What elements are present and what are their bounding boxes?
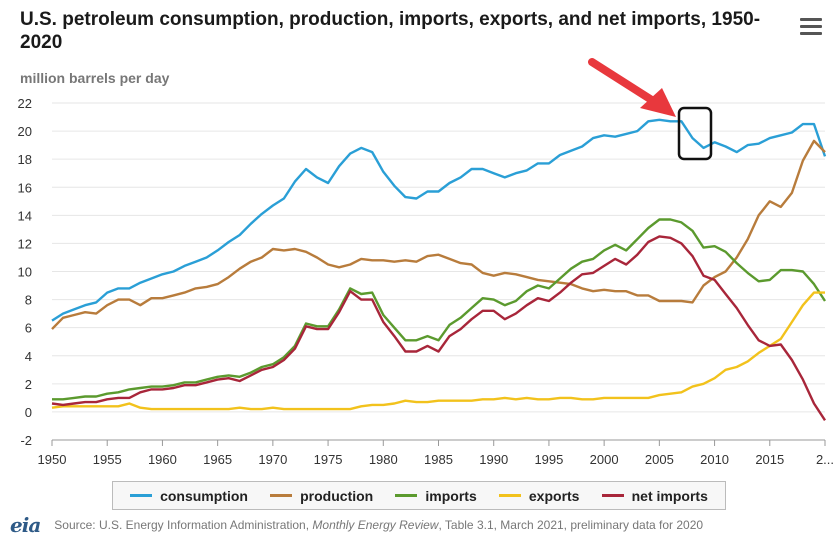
hamburger-menu-icon[interactable] (800, 18, 822, 39)
legend-swatch (270, 494, 293, 497)
series-lines (51, 118, 827, 421)
y-tick-label: 10 (18, 265, 32, 280)
legend-label: exports (528, 487, 580, 504)
legend-label: net imports (631, 487, 708, 504)
legend-item-net-imports[interactable]: net imports (601, 487, 708, 504)
legend-swatch (130, 494, 153, 497)
series-line-net-imports[interactable] (51, 235, 827, 421)
y-tick-label: 14 (18, 208, 32, 223)
source-prefix: Source: U.S. Energy Information Administ… (54, 518, 313, 532)
series-line-imports[interactable] (52, 218, 827, 401)
y-tick-label: 8 (25, 293, 32, 308)
series-line-consumption[interactable] (51, 118, 827, 322)
legend-swatch (498, 494, 521, 497)
annotation-arrow-shaft (588, 58, 662, 108)
annotation-layer (588, 58, 713, 161)
y-tick-label: 18 (18, 152, 32, 167)
x-tick-label: 2010 (700, 452, 729, 467)
y-tick-label: 0 (25, 405, 32, 420)
x-axis-ticks: 1950 1955 1960 1965 1970 1975 1980 1985 1990 1995… (38, 439, 834, 467)
x-tick-label: 2005 (645, 452, 674, 467)
x-tick-label: 1975 (314, 452, 343, 467)
source-publication: Monthly Energy Review (312, 518, 439, 532)
x-tick-label: 1960 (148, 452, 177, 467)
x-tick-label: 2... (816, 452, 834, 467)
y-tick-label: 22 (18, 96, 32, 111)
y-tick-label: 20 (18, 124, 32, 139)
y-tick-label: 2 (25, 377, 32, 392)
x-tick-label: 1965 (203, 452, 232, 467)
chart-title: U.S. petroleum consumption, production, … (20, 9, 761, 53)
legend-item-imports[interactable]: imports (395, 487, 477, 504)
annotation-arrow-head (640, 88, 676, 117)
legend-swatch (395, 494, 418, 497)
x-tick-label: 1950 (38, 452, 67, 467)
legend-label: production (300, 487, 374, 504)
x-tick-label: 1995 (534, 452, 563, 467)
y-tick-label: 6 (25, 321, 32, 336)
x-tick-label: 1985 (424, 452, 453, 467)
legend-item-production[interactable]: production (270, 488, 373, 504)
y-axis-units-label: million barrels per day (20, 70, 170, 86)
x-tick-label: 1955 (93, 452, 122, 467)
legend-swatch (601, 494, 624, 497)
y-tick-label: 12 (18, 236, 32, 251)
highlight-box (677, 106, 713, 161)
x-tick-label: 2000 (590, 452, 619, 467)
legend-item-consumption[interactable]: consumption (130, 488, 248, 504)
y-axis-ticks: -2 0 2 4 6 8 10 12 14 16 18 20 22 (18, 96, 32, 448)
y-tick-label: -2 (20, 433, 32, 448)
footer: eia Source: U.S. Energy Information Admi… (10, 513, 830, 537)
x-tick-label: 1970 (258, 452, 287, 467)
series-line-exports[interactable] (51, 291, 825, 411)
y-tick-label: 16 (18, 180, 32, 195)
y-tick-label: 4 (25, 349, 32, 364)
legend-label: consumption (160, 487, 248, 504)
legend-item-exports[interactable]: exports (498, 487, 580, 504)
legend-label: imports (425, 487, 477, 504)
chart-legend: consumption production imports exports net i… (112, 481, 726, 510)
series-line-production[interactable] (51, 139, 826, 330)
x-tick-label: 2015 (755, 452, 784, 467)
eia-logo: eia (10, 513, 41, 537)
x-tick-label: 1990 (479, 452, 508, 467)
gridlines (52, 102, 825, 441)
x-tick-label: 1980 (369, 452, 398, 467)
source-suffix: , Table 3.1, March 2021, preliminary dat… (438, 518, 704, 532)
source-note: Source: U.S. Energy Information Administ… (54, 518, 703, 532)
